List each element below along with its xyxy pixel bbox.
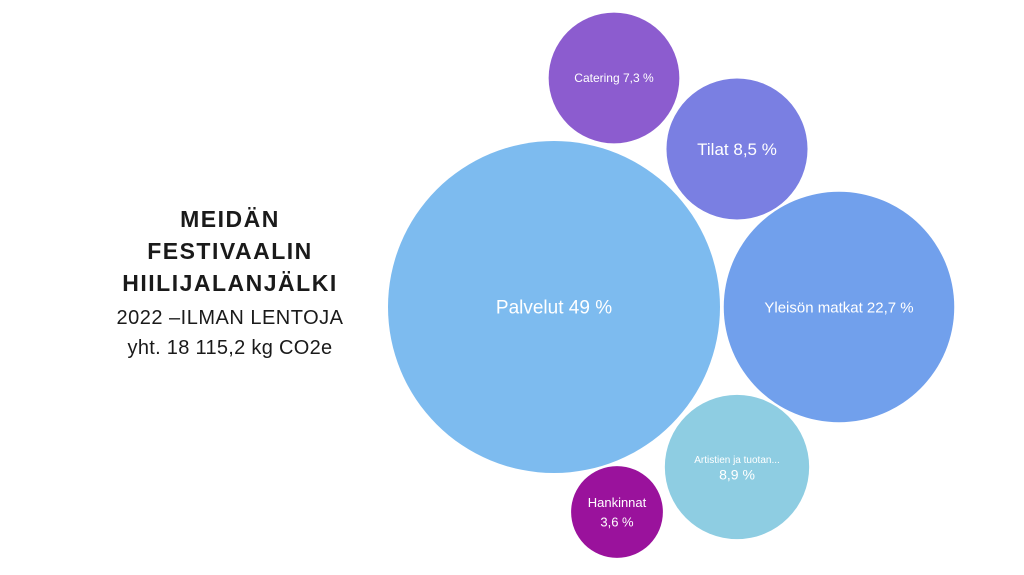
bubble-label-palvelut: Palvelut 49 % <box>496 298 612 319</box>
title-line-3: HIILIJALANJÄLKI <box>122 270 338 296</box>
subtitle: 2022 –ILMAN LENTOJA <box>116 307 344 329</box>
bubble-artistien-ja-tuotan[interactable] <box>664 394 810 540</box>
title-line-2: FESTIVAALIN <box>147 238 313 264</box>
bubble-tilat[interactable] <box>666 78 808 220</box>
bubble-value-hankinnat: 3,6 % <box>600 514 634 529</box>
bubble-catering[interactable] <box>548 12 680 144</box>
bubble-label-tilat: Tilat 8,5 % <box>697 140 777 159</box>
bubble-label-artistien-ja-tuotan: Artistien ja tuotan... <box>694 455 780 466</box>
bubble-label-hankinnat: Hankinnat <box>588 495 647 510</box>
bubble-value-artistien-ja-tuotan: 8,9 % <box>719 466 755 482</box>
chart-title-block: MEIDÄN FESTIVAALIN HIILIJALANJÄLKI 2022 … <box>95 203 365 363</box>
bubble-hankinnat[interactable] <box>571 466 663 558</box>
bubble-yleisön-matkat[interactable] <box>723 191 955 423</box>
title-line-1: MEIDÄN <box>180 206 280 232</box>
total-emissions: yht. 18 115,2 kg CO2e <box>127 337 333 359</box>
bubble-palvelut[interactable] <box>388 141 720 473</box>
bubble-label-catering: Catering 7,3 % <box>574 71 654 85</box>
bubble-label-yleisön-matkat: Yleisön matkat 22,7 % <box>764 299 913 316</box>
